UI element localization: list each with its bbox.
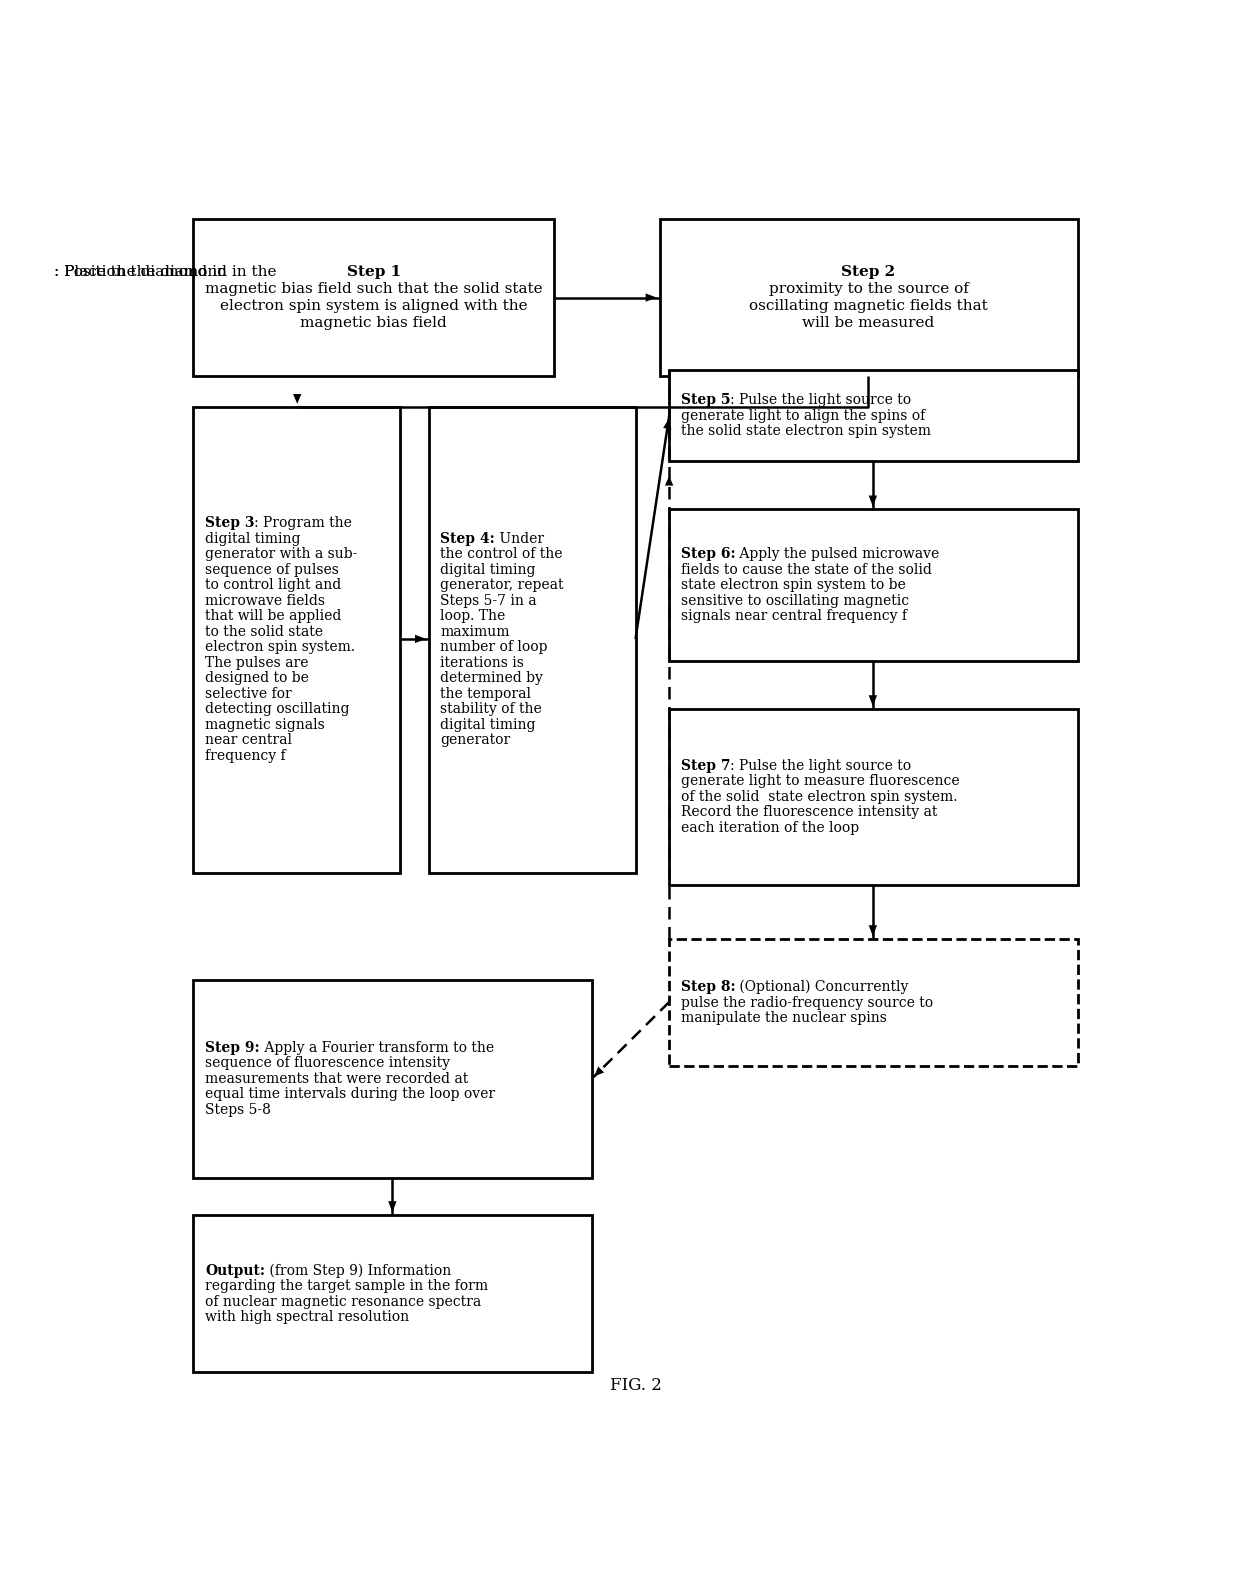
Text: number of loop: number of loop (440, 640, 548, 654)
Text: maximum: maximum (440, 624, 510, 638)
Text: FIG. 2: FIG. 2 (610, 1377, 661, 1394)
FancyArrowPatch shape (665, 476, 673, 486)
Text: loop. The: loop. The (440, 610, 506, 623)
Text: Step 2: Step 2 (842, 266, 895, 278)
FancyArrowPatch shape (403, 635, 427, 643)
Text: digital timing: digital timing (205, 531, 300, 545)
Text: Apply the pulsed microwave: Apply the pulsed microwave (735, 547, 940, 561)
Text: : Program the: : Program the (254, 516, 352, 530)
Bar (193, 1215, 593, 1372)
Bar (660, 219, 1078, 376)
Text: the solid state electron spin system: the solid state electron spin system (681, 424, 931, 439)
Text: Step 1: Step 1 (346, 266, 401, 278)
FancyArrowPatch shape (388, 1181, 397, 1212)
Text: stability of the: stability of the (440, 703, 542, 717)
Text: to the solid state: to the solid state (205, 624, 322, 638)
FancyArrowPatch shape (636, 420, 671, 637)
FancyArrowPatch shape (869, 888, 877, 937)
Text: sequence of pulses: sequence of pulses (205, 563, 339, 577)
Text: : Position the diamond in the: : Position the diamond in the (55, 266, 277, 278)
Text: (Optional) Concurrently: (Optional) Concurrently (735, 979, 909, 995)
Text: magnetic bias field: magnetic bias field (300, 316, 446, 330)
Text: iterations is: iterations is (440, 656, 525, 670)
Text: proximity to the source of: proximity to the source of (769, 281, 968, 296)
Text: : Pulse the light source to: : Pulse the light source to (730, 759, 911, 773)
Text: magnetic bias field such that the solid state: magnetic bias field such that the solid … (205, 281, 542, 296)
Text: Step 7: Step 7 (681, 759, 730, 773)
Text: Record the fluorescence intensity at: Record the fluorescence intensity at (681, 805, 937, 819)
Text: fields to cause the state of the solid: fields to cause the state of the solid (681, 563, 931, 577)
Text: electron spin system is aligned with the: electron spin system is aligned with the (219, 299, 527, 313)
Text: to control light and: to control light and (205, 578, 341, 593)
Text: designed to be: designed to be (205, 671, 309, 685)
Bar (670, 938, 1078, 1066)
Bar (670, 371, 1078, 461)
Text: generate light to measure fluorescence: generate light to measure fluorescence (681, 775, 960, 789)
Text: of nuclear magnetic resonance spectra: of nuclear magnetic resonance spectra (205, 1294, 481, 1308)
Text: will be measured: will be measured (802, 316, 935, 330)
Text: digital timing: digital timing (440, 563, 536, 577)
Text: Step 9:: Step 9: (205, 1041, 259, 1055)
Text: with high spectral resolution: with high spectral resolution (205, 1309, 409, 1324)
Text: that will be applied: that will be applied (205, 610, 341, 623)
Text: The pulses are: The pulses are (205, 656, 309, 670)
Bar (670, 709, 1078, 885)
Text: Apply a Fourier transform to the: Apply a Fourier transform to the (259, 1041, 494, 1055)
Text: frequency f: frequency f (205, 748, 285, 762)
Text: generator: generator (440, 733, 511, 747)
Text: detecting oscillating: detecting oscillating (205, 703, 350, 717)
Bar (193, 407, 401, 872)
Text: Steps 5-8: Steps 5-8 (205, 1104, 270, 1118)
Text: Under: Under (495, 531, 544, 545)
Text: magnetic signals: magnetic signals (205, 718, 325, 733)
Text: each iteration of the loop: each iteration of the loop (681, 821, 859, 835)
FancyArrowPatch shape (557, 294, 657, 302)
Text: sequence of fluorescence intensity: sequence of fluorescence intensity (205, 1056, 450, 1071)
Text: Step 5: Step 5 (681, 393, 730, 407)
Text: electron spin system.: electron spin system. (205, 640, 355, 654)
Bar (193, 981, 593, 1177)
Bar (670, 509, 1078, 660)
Text: Step 6:: Step 6: (681, 547, 735, 561)
Text: selective for: selective for (205, 687, 291, 701)
Text: sensitive to oscillating magnetic: sensitive to oscillating magnetic (681, 594, 909, 607)
Text: : Pulse the light source to: : Pulse the light source to (730, 393, 911, 407)
FancyArrowPatch shape (594, 1005, 667, 1077)
FancyArrowPatch shape (869, 464, 877, 506)
FancyArrowPatch shape (293, 395, 301, 404)
Text: generator, repeat: generator, repeat (440, 578, 564, 593)
Text: Output:: Output: (205, 1264, 265, 1278)
Text: of the solid  state electron spin system.: of the solid state electron spin system. (681, 789, 957, 803)
Text: microwave fields: microwave fields (205, 594, 325, 608)
Text: Step 8:: Step 8: (681, 981, 735, 994)
Text: measurements that were recorded at: measurements that were recorded at (205, 1072, 469, 1086)
Text: : Place the diamond in: : Place the diamond in (55, 266, 227, 278)
Text: near central: near central (205, 733, 291, 747)
Text: Step 4:: Step 4: (440, 531, 495, 545)
Text: determined by: determined by (440, 671, 543, 685)
Text: equal time intervals during the loop over: equal time intervals during the loop ove… (205, 1088, 495, 1102)
Text: Step 3: Step 3 (205, 516, 254, 530)
Text: oscillating magnetic fields that: oscillating magnetic fields that (749, 299, 988, 313)
Text: state electron spin system to be: state electron spin system to be (681, 578, 905, 593)
Text: (from Step 9) Information: (from Step 9) Information (265, 1264, 451, 1278)
Text: signals near central frequency f: signals near central frequency f (681, 608, 906, 623)
Text: pulse the radio-frequency source to: pulse the radio-frequency source to (681, 995, 932, 1009)
FancyArrowPatch shape (869, 663, 877, 706)
Bar (193, 219, 554, 376)
Text: Steps 5-7 in a: Steps 5-7 in a (440, 594, 537, 608)
Text: regarding the target sample in the form: regarding the target sample in the form (205, 1280, 489, 1294)
Text: the temporal: the temporal (440, 687, 532, 701)
Text: digital timing: digital timing (440, 718, 536, 733)
Bar (429, 407, 635, 872)
Text: the control of the: the control of the (440, 547, 563, 561)
Text: generator with a sub-: generator with a sub- (205, 547, 357, 561)
Text: generate light to align the spins of: generate light to align the spins of (681, 409, 925, 423)
Text: manipulate the nuclear spins: manipulate the nuclear spins (681, 1011, 887, 1025)
